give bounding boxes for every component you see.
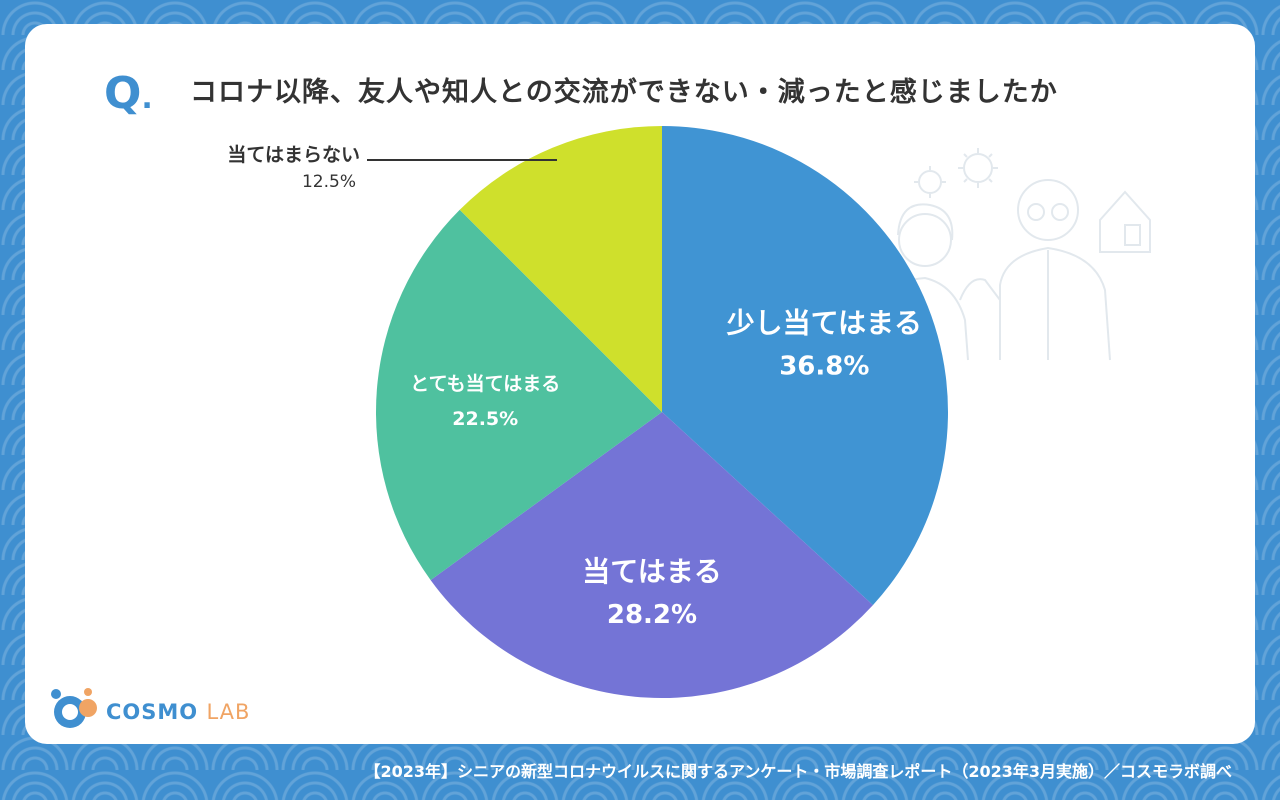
pie-slice-2 [376,209,662,581]
callout-value-not-applicable: 12.5% [301,172,356,192]
pie-slice-0 [662,126,949,606]
cosmo-lab-logo-icon [51,688,97,728]
pie-slice-label-1: 当てはまる [582,555,721,588]
pie-slice-label-2: とても当てはまる [410,372,560,395]
pie-slice-value-2: 22.5% [452,408,518,430]
pie-slice-label-0: 少し当てはまる [727,307,922,340]
pie-slice-value-0: 36.8% [779,352,869,382]
question-mark-label: Q. [104,68,153,119]
question-title: コロナ以降、友人や知人との交流ができない・減ったと感じましたか [190,77,1058,108]
pie-slice-1 [430,412,873,698]
logo-text: COSMO LAB [106,700,251,724]
pie-slice-3 [459,126,662,412]
pie-slice-value-1: 28.2% [607,600,697,630]
callout-label-not-applicable: 当てはまらない [227,144,360,166]
footer-source: 【2023年】シニアの新型コロナウイルスに関するアンケート・市場調査レポート（2… [364,762,1232,781]
